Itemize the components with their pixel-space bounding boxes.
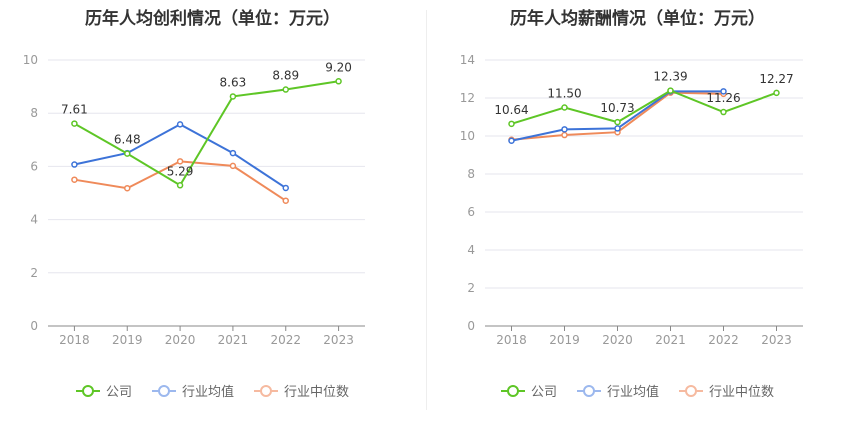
data-point-industry-avg <box>282 184 289 192</box>
x-tick-label: 2022 <box>270 333 301 347</box>
data-label: 10.73 <box>600 101 634 115</box>
chart-legend: 公司 行业均值 行业中位数 <box>0 381 425 400</box>
data-point-company <box>720 108 727 116</box>
data-point-company <box>508 120 515 128</box>
y-tick-label: 6 <box>467 205 475 219</box>
legend-marker-icon <box>75 384 100 397</box>
data-point-company <box>667 87 674 94</box>
y-tick-label: 2 <box>30 266 38 280</box>
x-tick-label: 2021 <box>655 333 686 347</box>
legend-item-company[interactable]: 公司 <box>75 381 132 400</box>
data-point-company <box>124 150 131 157</box>
legend-marker-icon <box>151 384 176 397</box>
data-point-industry-avg <box>176 121 184 128</box>
x-tick-label: 2018 <box>496 333 527 347</box>
x-tick-label: 2020 <box>602 333 633 347</box>
y-tick-label: 2 <box>467 281 475 295</box>
data-label: 6.48 <box>114 133 141 147</box>
data-point-company <box>614 118 621 126</box>
legend-item-industry-avg[interactable]: 行业均值 <box>576 381 659 400</box>
data-point-industry-median <box>561 131 568 139</box>
data-label: 5.29 <box>167 164 194 178</box>
legend-marker-icon <box>679 384 703 397</box>
x-tick-label: 2023 <box>323 333 354 347</box>
data-label: 11.50 <box>547 87 581 101</box>
data-point-industry-median <box>71 176 78 183</box>
y-tick-label: 4 <box>30 213 38 227</box>
data-label: 8.89 <box>272 69 299 83</box>
data-point-company <box>561 104 568 111</box>
chart-legend: 公司 行业均值 行业中位数 <box>425 381 850 400</box>
legend-marker-icon <box>500 384 525 397</box>
legend-label: 行业中位数 <box>284 385 350 400</box>
legend-label: 公司 <box>530 385 557 400</box>
series-line-industry-avg <box>74 123 287 189</box>
legend-marker-icon <box>254 384 278 397</box>
x-tick-label: 2018 <box>59 333 90 347</box>
y-tick-label: 8 <box>467 167 475 181</box>
y-tick-label: 0 <box>30 319 38 333</box>
data-label: 10.64 <box>494 103 528 117</box>
panel-divider <box>426 10 427 410</box>
series-line-company <box>73 80 339 187</box>
data-label: 7.61 <box>61 103 88 117</box>
data-label: 8.63 <box>220 75 247 89</box>
series-line-company <box>511 89 777 125</box>
data-point-industry-median <box>229 162 237 170</box>
data-label: 9.20 <box>325 60 352 74</box>
data-point-industry-avg <box>720 88 727 95</box>
data-point-industry-median <box>176 158 184 165</box>
data-point-industry-avg <box>508 137 515 144</box>
data-point-industry-avg <box>614 125 621 132</box>
chart-title: 历年人均薪酬情况（单位：万元） <box>510 9 765 29</box>
y-tick-label: 4 <box>467 243 475 257</box>
legend-marker-icon <box>576 384 601 397</box>
data-point-company <box>71 120 78 127</box>
data-label: 12.39 <box>653 70 687 84</box>
x-tick-label: 2019 <box>549 333 580 347</box>
chart-panel-profit: 历年人均创利情况（单位：万元） 0 2 4 6 8 10 2018 2019 2020 2021 2… <box>0 9 425 400</box>
y-tick-label: 0 <box>467 319 475 333</box>
data-point-industry-avg <box>229 149 237 157</box>
profit-line-chart: 0 2 4 6 8 10 2018 2019 2020 2021 2022 2023 7.61 6.48 5… <box>23 53 365 347</box>
y-tick-label: 6 <box>30 159 38 173</box>
x-tick-label: 2022 <box>708 333 739 347</box>
data-point-company <box>176 182 184 189</box>
x-tick-label: 2020 <box>165 333 196 347</box>
legend-label: 行业均值 <box>181 385 234 400</box>
data-point-industry-avg <box>561 126 568 133</box>
y-tick-label: 12 <box>460 91 475 105</box>
y-tick-label: 10 <box>460 129 475 143</box>
data-point-company <box>773 89 780 97</box>
legend-item-industry-median[interactable]: 行业中位数 <box>679 381 774 400</box>
legend-label: 行业中位数 <box>709 385 775 400</box>
data-point-company <box>335 78 342 85</box>
x-tick-label: 2023 <box>761 333 792 347</box>
legend-label: 行业均值 <box>606 385 659 400</box>
data-point-company <box>229 93 237 100</box>
y-tick-label: 14 <box>460 53 475 67</box>
data-point-industry-avg <box>71 161 78 168</box>
legend-item-industry-avg[interactable]: 行业均值 <box>151 381 234 400</box>
legend-item-company[interactable]: 公司 <box>500 381 557 400</box>
legend-label: 公司 <box>105 385 132 400</box>
data-label: 11.26 <box>706 91 740 105</box>
y-tick-label: 8 <box>30 106 38 120</box>
data-point-industry-median <box>124 184 131 192</box>
salary-line-chart: 0 2 4 6 8 10 12 14 2018 2019 2020 2021 2022 2023 10.64… <box>460 53 803 347</box>
legend-item-industry-median[interactable]: 行业中位数 <box>254 381 349 400</box>
data-label: 12.27 <box>759 72 793 86</box>
chart-panel-salary: 历年人均薪酬情况（单位：万元） 0 2 4 6 8 10 12 14 2018 2019 2020 2… <box>425 0 850 437</box>
data-point-company <box>282 86 289 93</box>
y-tick-label: 10 <box>23 53 38 67</box>
chart-title: 历年人均创利情况（单位：万元） <box>85 9 340 29</box>
x-tick-label: 2019 <box>112 333 143 347</box>
x-tick-label: 2021 <box>218 333 249 347</box>
data-point-industry-median <box>282 197 289 204</box>
